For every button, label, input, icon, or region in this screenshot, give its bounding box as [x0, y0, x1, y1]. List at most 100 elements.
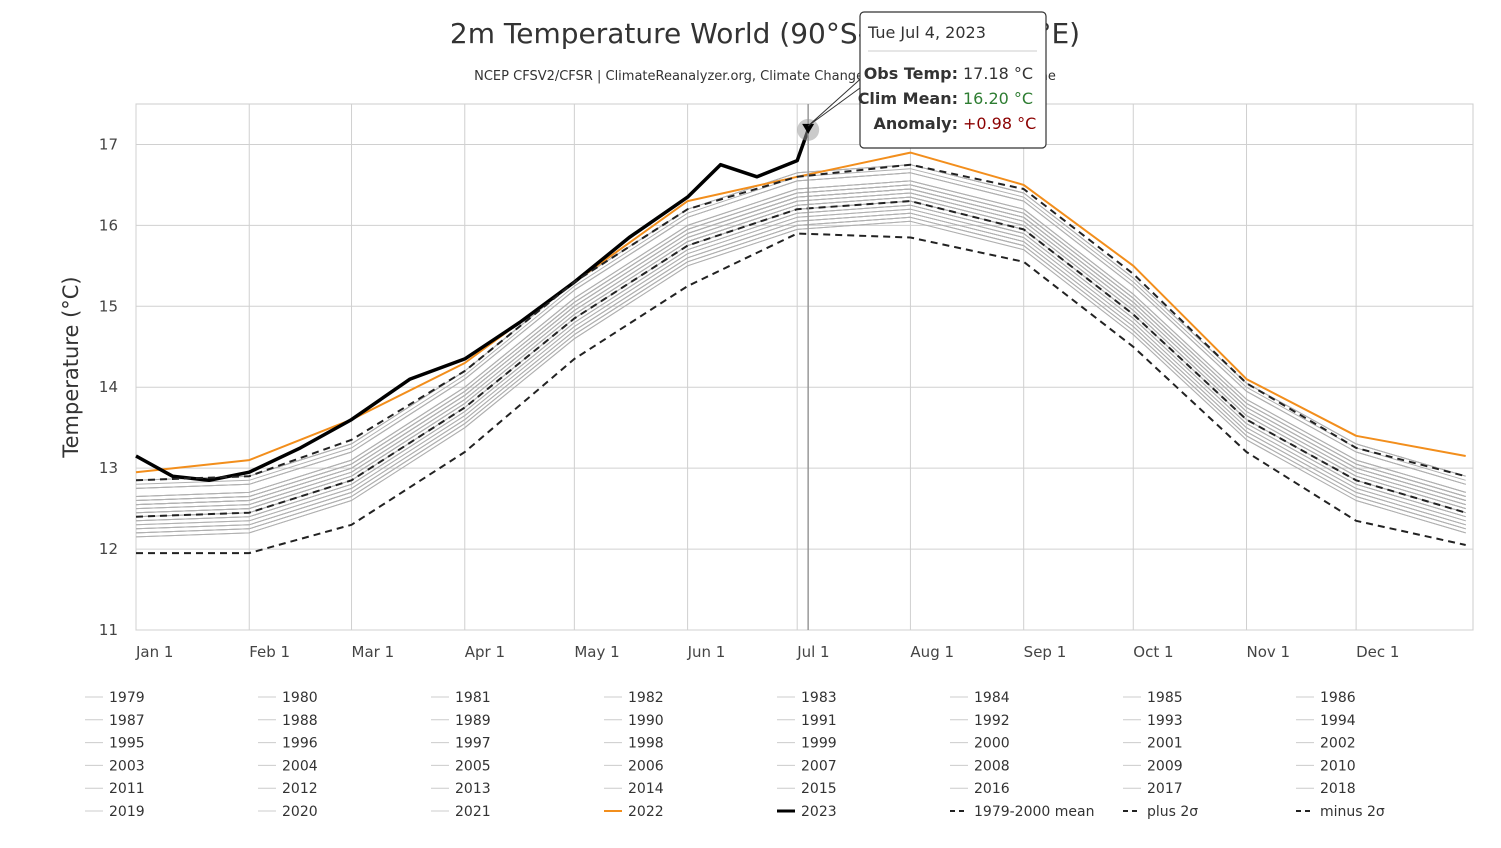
x-tick-label: Dec 1: [1356, 643, 1399, 661]
legend-label: 2021: [455, 804, 491, 820]
x-tick-label: Apr 1: [465, 643, 505, 661]
series-line: [135, 172, 1466, 489]
legend-label: plus 2σ: [1147, 804, 1198, 820]
y-tick-label: 14: [99, 378, 118, 396]
legend-label: 2019: [109, 804, 145, 820]
x-tick-label: Aug 1: [910, 643, 954, 661]
legend-label: 1982: [628, 690, 664, 706]
legend-label: 1981: [455, 690, 491, 706]
x-tick-label: Sep 1: [1024, 643, 1067, 661]
legend-label: 1995: [109, 736, 145, 752]
legend-label: 2003: [109, 758, 145, 774]
tooltip-label: Clim Mean:: [858, 89, 958, 108]
legend-label: 1992: [974, 713, 1010, 729]
series-line: [135, 192, 1466, 510]
tooltip-box: [859, 11, 1047, 149]
x-tick-label: May 1: [574, 643, 619, 661]
x-tick-label: Oct 1: [1133, 643, 1173, 661]
plot-area: 11 12 13 14 15 16 17 Jan 1 Feb 1 Mar 1 Apr 1 May 1 J…: [99, 104, 1473, 661]
y-axis-label: Temperature (°C): [59, 276, 83, 458]
legend-label: 1985: [1147, 690, 1183, 706]
legend-label: 2022: [628, 804, 664, 820]
x-tick-label: Jul 1: [796, 643, 829, 661]
series-line: [135, 172, 1466, 489]
series-line: [135, 129, 810, 483]
legend-label: 1993: [1147, 713, 1183, 729]
legend-label: 2006: [628, 758, 664, 774]
legend-label: 1984: [974, 690, 1010, 706]
plot-frame: [135, 103, 1474, 631]
legend-label: 2010: [1320, 758, 1356, 774]
legend-label: 1983: [801, 690, 837, 706]
legend-label: 1979-2000 mean: [974, 804, 1094, 820]
tooltip-label: Obs Temp:: [864, 64, 958, 83]
series-line: [135, 163, 1466, 482]
legend-label: 2017: [1147, 781, 1183, 797]
series-line: [135, 188, 1466, 506]
hover-point: [802, 123, 815, 134]
series-line: [135, 164, 1466, 481]
legend-label: 2005: [455, 758, 491, 774]
legend-label: 2009: [1147, 758, 1183, 774]
legend-label: 2013: [455, 781, 491, 797]
series-line: [136, 232, 1466, 555]
series-line: [135, 164, 1466, 481]
legend-label: 2012: [282, 781, 318, 797]
tooltip-value: 16.20 °C: [963, 89, 1033, 108]
tooltip-label: Anomaly:: [873, 114, 958, 133]
legend-label: 2018: [1320, 781, 1356, 797]
series-line: [135, 168, 1466, 485]
legend-label: 2011: [109, 781, 145, 797]
y-tick-label: 17: [99, 135, 118, 153]
y-tick-label: 16: [99, 216, 118, 234]
legend-label: 1997: [455, 736, 491, 752]
legend-label: 2004: [282, 758, 318, 774]
series-line: [135, 208, 1466, 526]
legend-label: 2016: [974, 781, 1010, 797]
legend-label: 2007: [801, 758, 837, 774]
x-tick-label: Feb 1: [249, 643, 290, 661]
legend-label: 1986: [1320, 690, 1356, 706]
legend-label: 1999: [801, 736, 837, 752]
legend-label: 1998: [628, 736, 664, 752]
series-line: [135, 172, 1466, 489]
series-line: [135, 196, 1466, 514]
legend-label: 1988: [282, 713, 318, 729]
series-line: [135, 200, 1466, 518]
legend-label: 2008: [974, 758, 1010, 774]
series-line: [135, 192, 1466, 510]
y-tick-label: 13: [99, 459, 118, 477]
legend-label: 2000: [974, 736, 1010, 752]
legend-label: 1996: [282, 736, 318, 752]
legend-label: 2015: [801, 781, 837, 797]
y-tick-label: 15: [99, 297, 118, 315]
legend-label: 1980: [282, 690, 318, 706]
series-line: [135, 164, 1466, 481]
series-line: [135, 204, 1466, 522]
series-line: [135, 180, 1466, 497]
legend-label: minus 2σ: [1320, 804, 1385, 820]
legend-label: 2023: [801, 804, 837, 820]
x-tick-label: Jan 1: [135, 643, 173, 661]
legend-label: 1991: [801, 713, 837, 729]
legend-label: 2014: [628, 781, 664, 797]
series-line: [135, 192, 1466, 510]
y-tick-label: 12: [99, 540, 118, 558]
x-tick-label: Mar 1: [352, 643, 395, 661]
legend-label: 1979: [109, 690, 145, 706]
tooltip: Tue Jul 4, 2023 Obs Temp: 17.18 °C Clim Me…: [807, 11, 1047, 149]
legend-label: 1987: [109, 713, 145, 729]
legend: 1979 1980 1981 1982 1983 1984 1985 1986 1987 1988…: [85, 690, 1385, 820]
legend-label: 2002: [1320, 736, 1356, 752]
legend-label: 1994: [1320, 713, 1356, 729]
series-line: [135, 220, 1466, 538]
legend-label: 1989: [455, 713, 491, 729]
series-line: [135, 184, 1466, 501]
tooltip-value: +0.98 °C: [963, 114, 1036, 133]
legend-label: 2001: [1147, 736, 1183, 752]
x-tick-label: Nov 1: [1247, 643, 1291, 661]
x-tick-label: Jun 1: [687, 643, 726, 661]
series-line: [135, 216, 1466, 534]
series-line: [135, 212, 1466, 530]
